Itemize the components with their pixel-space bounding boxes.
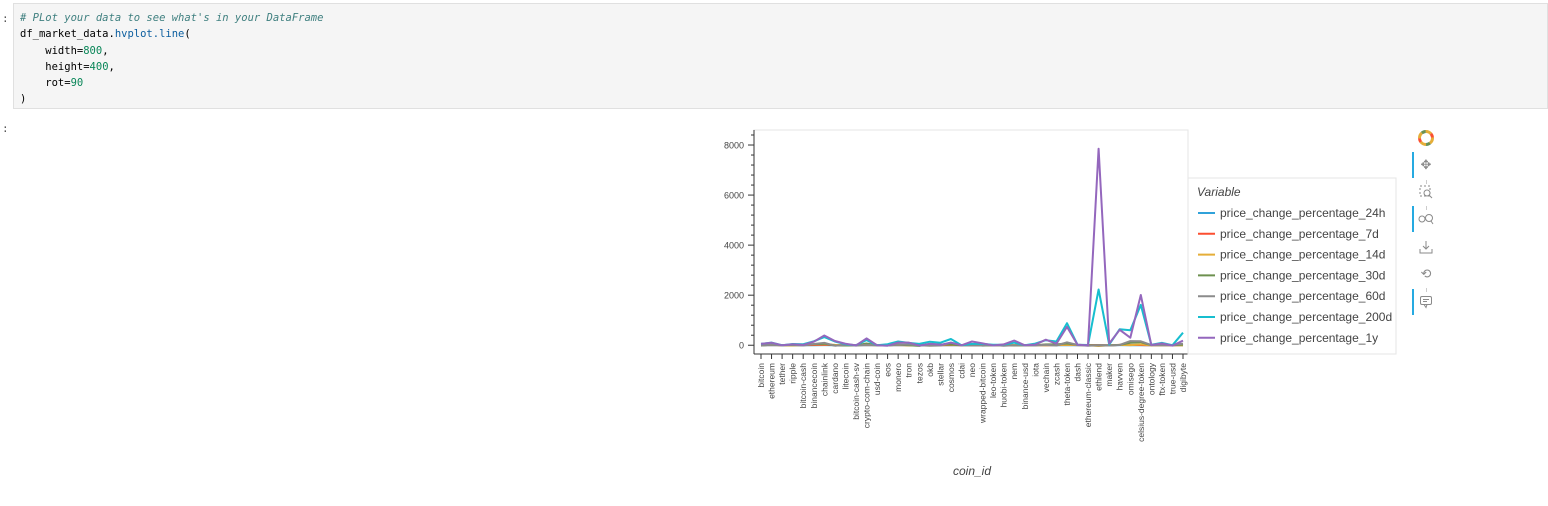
active-tool-indicator	[1412, 206, 1414, 232]
x-tick-label: ripple	[788, 363, 798, 384]
x-axis: bitcoin ethereum tether ripple bitcoin-cash b…	[754, 353, 1188, 442]
x-tick-label: crypto-com-chain	[862, 363, 872, 428]
code-comment: # PLot your data to see what's in your D…	[20, 12, 324, 24]
x-tick-label: litecoin	[840, 363, 850, 390]
x-tick-label: cosmos	[946, 363, 956, 392]
x-tick-label: zcash	[1051, 363, 1061, 385]
x-tick-label: eos	[883, 363, 893, 377]
hover-icon[interactable]	[1410, 291, 1442, 313]
x-tick-label: bitcoin-cash	[798, 363, 808, 409]
x-tick-label: stellar	[935, 363, 945, 386]
code-token: rot=	[20, 77, 71, 90]
legend: Variable price_change_percentage_24hpric…	[1187, 177, 1397, 355]
x-tick-label: okb	[925, 363, 935, 377]
active-tool-indicator	[1412, 152, 1414, 178]
toolbar-separator	[1426, 180, 1427, 184]
x-tick-label: vechain	[1041, 363, 1051, 393]
x-tick-label: dash	[1073, 363, 1083, 382]
series-line	[760, 343, 1183, 347]
y-tick-label: 0	[739, 341, 744, 351]
box-zoom-icon[interactable]	[1410, 181, 1442, 203]
plot-toolbar: ✥ ⟲	[1410, 124, 1442, 324]
y-tick-label: 8000	[724, 141, 744, 151]
y-axis: 0 2000 4000 6000 8000	[724, 130, 755, 354]
output-prompt: :	[2, 122, 9, 135]
code-token: height=	[20, 60, 90, 73]
toolbar-separator	[1426, 206, 1427, 210]
pan-icon[interactable]: ✥	[1420, 157, 1432, 173]
y-tick-label: 4000	[724, 241, 744, 251]
x-tick-label: true-usd	[1167, 363, 1177, 394]
x-tick-label: theta-token	[1062, 363, 1072, 406]
legend-label: price_change_percentage_60d	[1220, 289, 1385, 303]
x-tick-label: ethlend	[1094, 363, 1104, 391]
x-tick-label: celsius-degree-token	[1136, 363, 1146, 442]
wheel-zoom-icon[interactable]	[1410, 208, 1442, 230]
legend-label: price_change_percentage_24h	[1220, 206, 1385, 220]
x-tick-label: usd-coin	[872, 363, 882, 395]
code-token: width=	[20, 44, 84, 57]
x-tick-label: ftx-token	[1157, 363, 1167, 396]
code-token: 800	[83, 44, 103, 57]
series-line	[760, 341, 1184, 347]
legend-box	[1187, 177, 1397, 355]
toolbar-separator	[1426, 288, 1427, 292]
code-token: df_market_data.	[20, 28, 115, 41]
series-line	[760, 343, 1184, 347]
x-tick-label: neo	[967, 363, 977, 377]
x-tick-label: ethereum	[767, 363, 777, 399]
series-line	[760, 340, 1184, 347]
x-tick-label: ontology	[1146, 362, 1156, 395]
x-tick-label: tezos	[914, 363, 924, 383]
x-axis-label: coin_id	[953, 464, 991, 478]
code-token: )	[20, 93, 27, 106]
x-tick-label: tether	[777, 363, 787, 385]
code-token: ,	[108, 60, 115, 73]
x-tick-label: digibyte	[1178, 363, 1188, 393]
x-tick-label: bitcoin	[756, 363, 766, 388]
x-tick-label: cdai	[956, 363, 966, 379]
code-token: (	[184, 28, 191, 41]
x-tick-label: cardano	[830, 363, 840, 394]
x-tick-label: maker	[1104, 363, 1114, 387]
legend-label: price_change_percentage_7d	[1220, 227, 1379, 241]
code-editor[interactable]: # PLot your data to see what's in your D…	[14, 4, 1547, 108]
x-tick-label: omisego	[1125, 363, 1135, 395]
x-tick-label: chainlink	[819, 362, 829, 396]
x-tick-label: leo-token	[988, 363, 998, 398]
x-tick-label: nem	[1009, 363, 1019, 380]
x-tick-label: huobi-token	[999, 363, 1009, 408]
x-tick-label: tron	[904, 363, 914, 378]
y-tick-label: 2000	[724, 291, 744, 301]
bokeh-logo-icon[interactable]	[1410, 127, 1442, 149]
x-tick-label: havven	[1115, 363, 1125, 391]
code-token: ,	[102, 44, 109, 57]
series-line	[760, 147, 1184, 347]
x-tick-label: monero	[893, 363, 903, 392]
code-token: hvplot.line	[114, 28, 185, 41]
reset-icon[interactable]: ⟲	[1420, 266, 1432, 282]
x-tick-label: ethereum-classic	[1083, 362, 1093, 427]
active-tool-indicator	[1412, 289, 1414, 315]
legend-label: price_change_percentage_1y	[1220, 331, 1378, 345]
x-tick-label: wrapped-bitcoin	[978, 363, 988, 424]
legend-label: price_change_percentage_200d	[1220, 310, 1392, 324]
x-tick-label: iota	[1030, 363, 1040, 377]
y-tick-label: 6000	[724, 191, 744, 201]
legend-title: Variable	[1197, 185, 1241, 199]
input-prompt: :	[2, 12, 9, 25]
plot-area	[753, 129, 1189, 355]
save-icon[interactable]	[1410, 236, 1442, 258]
series-line	[760, 288, 1184, 347]
code-token: 90	[70, 77, 84, 90]
code-token: 400	[89, 60, 109, 73]
x-tick-label: binancecoin	[809, 363, 819, 409]
legend-label: price_change_percentage_30d	[1220, 268, 1385, 282]
code-cell[interactable]: # PLot your data to see what's in your D…	[13, 3, 1548, 109]
series-lines	[760, 147, 1184, 347]
x-tick-label: binance-usd	[1020, 363, 1030, 410]
x-tick-label: bitcoin-cash-sv	[851, 362, 861, 419]
legend-label: price_change_percentage_14d	[1220, 248, 1385, 262]
